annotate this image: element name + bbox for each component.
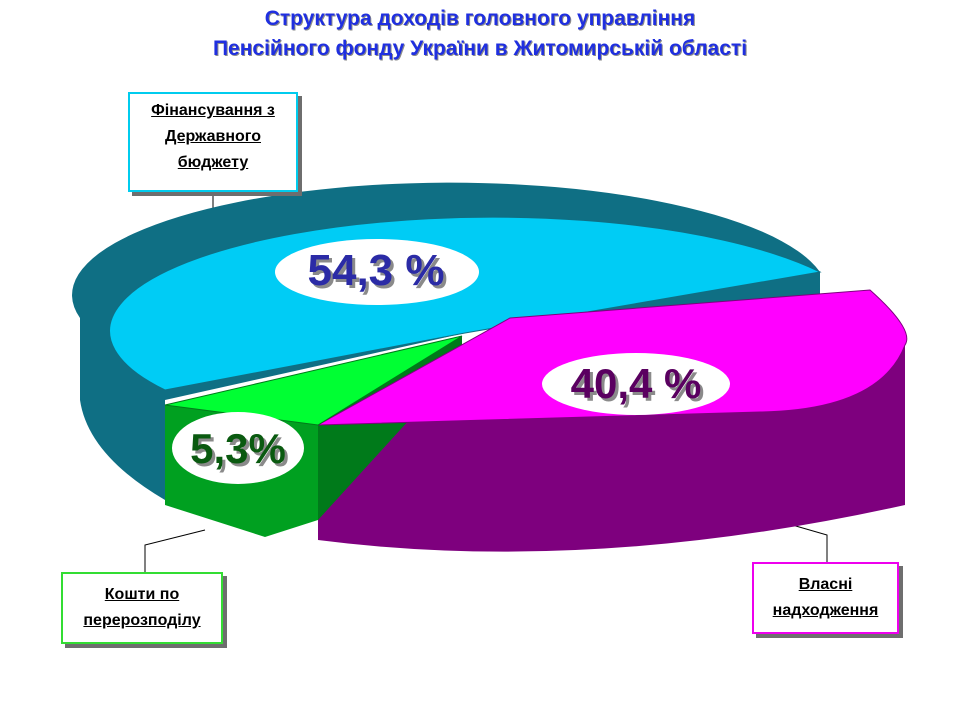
value-bubble-own-revenue xyxy=(542,353,730,415)
slice-side-own-revenue xyxy=(318,345,905,552)
chart-title-line-1: Структура доходів головного управління xyxy=(264,7,696,30)
leader-line-redistribution xyxy=(144,529,206,572)
value-label-state-budget-group: 54,3 % 54,3 % xyxy=(308,246,448,298)
value-label-own-revenue-shadow: 40,4 % xyxy=(574,363,705,410)
value-label-redistribution-shadow: 5,3% xyxy=(193,428,289,475)
callout-state-budget: Фінансування з Державного бюджету xyxy=(128,92,298,192)
value-label-redistribution-group: 5,3% 5,3% xyxy=(190,425,289,475)
chart-title-line-2: Пенсійного фонду України в Житомирській … xyxy=(212,37,748,60)
value-label-redistribution: 5,3% xyxy=(190,425,286,472)
value-bubble-redistribution xyxy=(172,412,304,484)
value-label-own-revenue: 40,4 % xyxy=(571,360,702,407)
value-label-own-revenue-group: 40,4 % 40,4 % xyxy=(571,360,705,410)
callout-redistribution: Кошти по перерозподілу xyxy=(61,572,223,644)
value-bubble-state-budget xyxy=(275,239,479,305)
value-label-state-budget: 54,3 % xyxy=(308,246,445,295)
callout-own-revenue: Власні надходження xyxy=(752,562,899,634)
value-label-state-budget-shadow: 54,3 % xyxy=(311,249,448,298)
